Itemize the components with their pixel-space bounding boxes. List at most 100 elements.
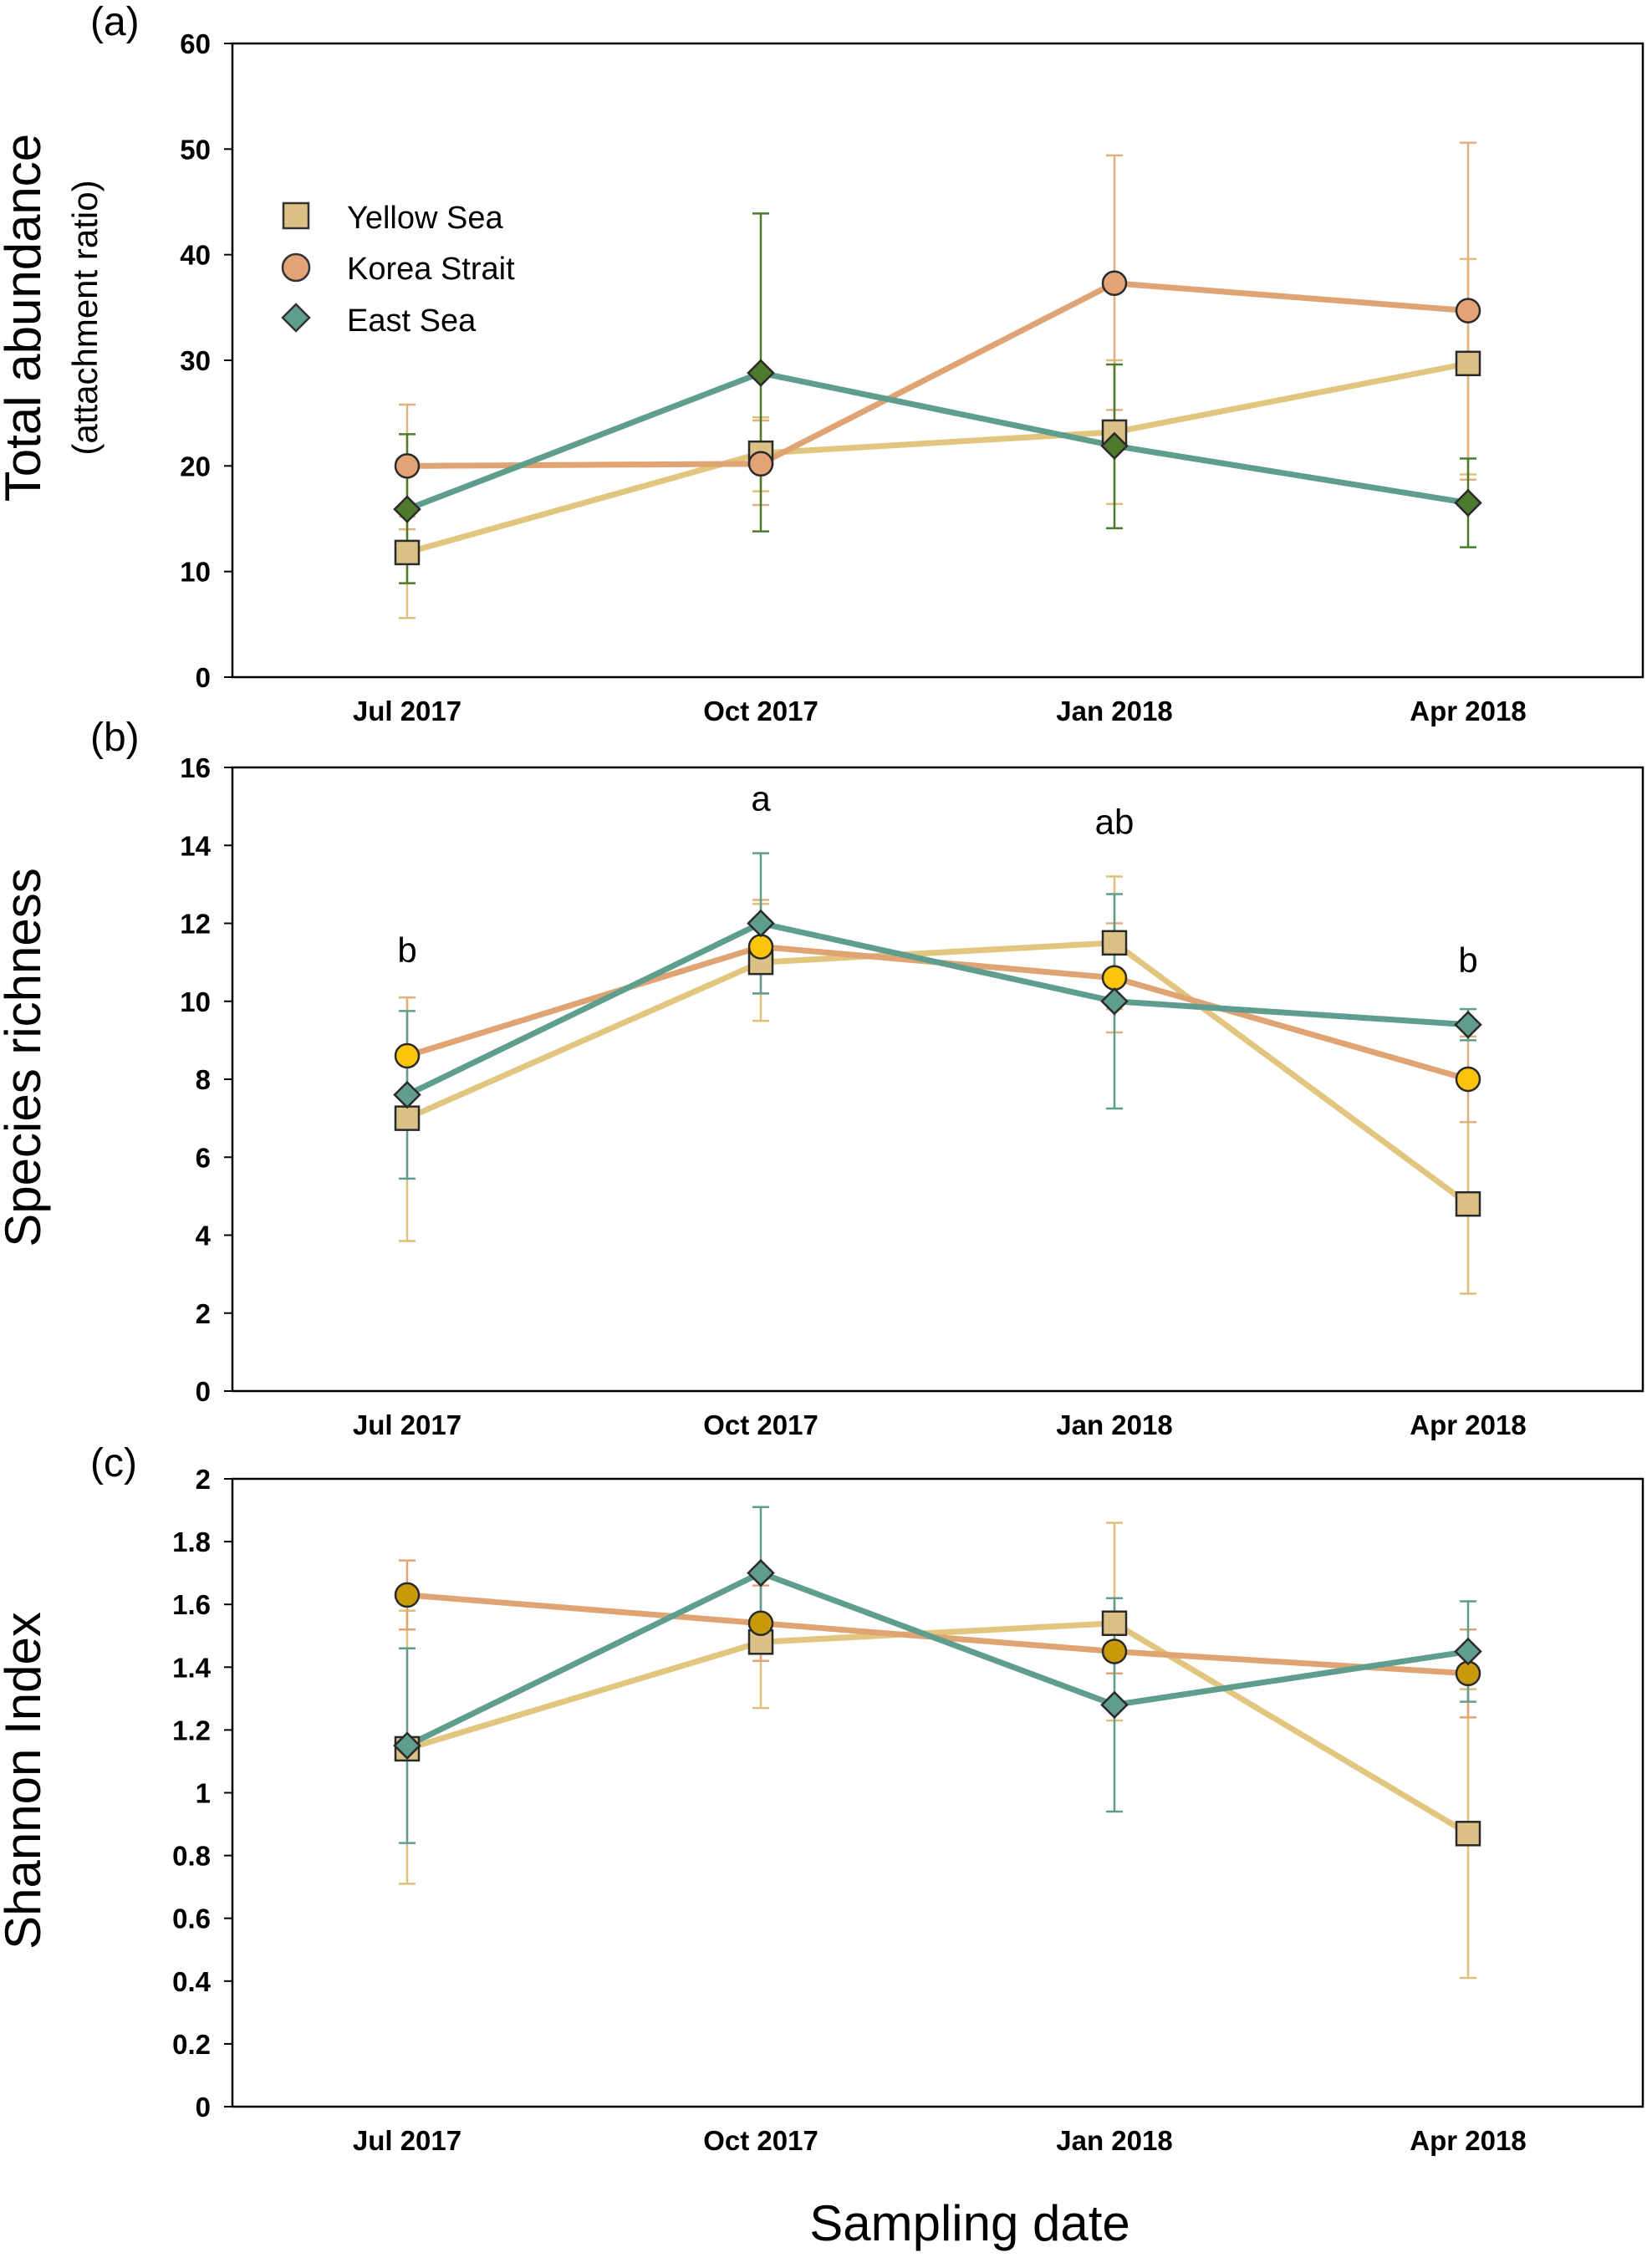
y-tick-label-40: 40 bbox=[180, 240, 211, 271]
data-point-east-sea bbox=[1100, 431, 1129, 461]
y-tick-label-1-2: 1.2 bbox=[172, 1715, 211, 1746]
significance-label: b bbox=[397, 930, 416, 970]
plot-frame bbox=[231, 1477, 1644, 2108]
data-point-east-sea bbox=[393, 1080, 421, 1109]
x-tick-label-jan-2018: Jan 2018 bbox=[1056, 696, 1172, 726]
x-tick-label-oct-2017: Oct 2017 bbox=[703, 696, 818, 726]
y-tick-label-0: 0 bbox=[196, 2092, 211, 2123]
plot-area: 0 10 20 30 40 50 60 Jul 2017 Oct 2017 Jan 2018 Apr… bbox=[180, 28, 1644, 726]
y-tick-label-12: 12 bbox=[180, 909, 211, 940]
y-tick-label-2: 2 bbox=[196, 1464, 211, 1495]
series-line-east-sea bbox=[404, 370, 1471, 512]
y-tick-label-0-4: 0.4 bbox=[172, 1966, 212, 1997]
data-point-yellow-sea bbox=[394, 1105, 421, 1131]
x-tick-label-jul-2017: Jul 2017 bbox=[353, 1409, 461, 1440]
y-tick-label-1: 1 bbox=[196, 1778, 211, 1809]
series-line-yellow-sea bbox=[404, 1620, 1471, 1837]
panel-b: (b) Species richness 0 2 4 6 8 10 12 14 16 Jul 20… bbox=[0, 716, 1644, 1440]
y-axis-sublabel: (attachment ratio) bbox=[65, 180, 105, 455]
legend-entry-east-sea: East Sea bbox=[347, 303, 477, 339]
y-tick-label-50: 50 bbox=[180, 134, 211, 165]
data-point-yellow-sea bbox=[1101, 930, 1128, 956]
y-tick-label-14: 14 bbox=[180, 830, 211, 861]
plot-frame bbox=[231, 42, 1644, 679]
panel-label: (c) bbox=[90, 1441, 137, 1486]
data-point-yellow-sea bbox=[394, 539, 421, 566]
data-point-korea-strait bbox=[747, 1610, 774, 1636]
y-tick-label-10: 10 bbox=[180, 986, 211, 1017]
significance-label: a bbox=[751, 778, 771, 818]
legend: Yellow Sea Korea Strait East Sea bbox=[281, 201, 515, 339]
data-point-east-sea bbox=[747, 359, 775, 387]
series-line-east-sea bbox=[404, 1570, 1471, 1749]
data-point-yellow-sea bbox=[1455, 350, 1481, 377]
series-line-yellow-sea bbox=[404, 360, 1471, 556]
data-point-yellow-sea bbox=[1455, 1821, 1481, 1847]
data-point-korea-strait bbox=[394, 453, 421, 479]
plot-area: 0 0.2 0.4 0.6 0.8 1 1.2 1.4 1.6 1.8 2 Jul 2017 Oct 2… bbox=[172, 1464, 1644, 2156]
panel-a: (a) Total abundance (attachment ratio) 0… bbox=[0, 0, 1644, 726]
y-tick-label-10: 10 bbox=[180, 557, 211, 588]
significance-label: ab bbox=[1095, 802, 1135, 841]
x-tick-label-jul-2017: Jul 2017 bbox=[353, 2125, 461, 2156]
data-point-korea-strait bbox=[747, 451, 774, 477]
data-point-east-sea bbox=[1454, 1637, 1482, 1666]
data-point-korea-strait bbox=[1455, 298, 1481, 324]
y-axis-label: Species richness bbox=[0, 868, 51, 1247]
legend-marker-korea-strait bbox=[281, 252, 311, 283]
error-bars-east-sea bbox=[399, 212, 1476, 584]
data-point-korea-strait bbox=[1101, 1639, 1128, 1664]
data-point-korea-strait bbox=[747, 934, 774, 960]
error-bars-yellow-sea bbox=[399, 875, 1476, 1295]
panel-label: (b) bbox=[90, 716, 140, 760]
y-tick-label-1-6: 1.6 bbox=[172, 1589, 211, 1620]
y-tick-label-60: 60 bbox=[180, 28, 211, 59]
y-tick-label-8: 8 bbox=[196, 1064, 211, 1095]
data-point-east-sea bbox=[1100, 986, 1129, 1016]
x-tick-label-jan-2018: Jan 2018 bbox=[1056, 2125, 1172, 2156]
y-tick-label-0: 0 bbox=[196, 662, 211, 693]
data-point-east-sea bbox=[1454, 488, 1482, 517]
x-tick-label-jan-2018: Jan 2018 bbox=[1056, 1409, 1172, 1440]
data-point-east-sea bbox=[747, 1558, 775, 1588]
data-point-korea-strait bbox=[1101, 270, 1128, 297]
legend-marker-east-sea bbox=[281, 303, 311, 333]
data-point-east-sea bbox=[1454, 1010, 1482, 1039]
series-line-east-sea bbox=[404, 920, 1471, 1098]
y-tick-label-0-6: 0.6 bbox=[172, 1904, 211, 1934]
data-point-east-sea bbox=[393, 495, 421, 523]
x-tick-label-jul-2017: Jul 2017 bbox=[353, 696, 461, 726]
error-bars-korea-strait bbox=[399, 141, 1476, 531]
data-point-east-sea bbox=[1100, 1690, 1129, 1720]
y-tick-label-1-4: 1.4 bbox=[172, 1652, 212, 1683]
y-axis-label: Shannon Index bbox=[0, 1612, 51, 1949]
legend-entry-yellow-sea: Yellow Sea bbox=[347, 201, 503, 236]
series-line-korea-strait bbox=[404, 280, 1471, 469]
plot-area: 0 2 4 6 8 10 12 14 16 Jul 2017 Oct 2017 Jan 2018 Apr… bbox=[180, 752, 1644, 1440]
data-point-korea-strait bbox=[1455, 1066, 1481, 1093]
y-tick-label-20: 20 bbox=[180, 451, 211, 482]
y-tick-label-0-2: 0.2 bbox=[172, 2029, 211, 2060]
y-tick-label-2: 2 bbox=[196, 1298, 211, 1329]
panel-label: (a) bbox=[90, 0, 140, 44]
series-line-yellow-sea bbox=[404, 940, 1471, 1207]
error-bars-yellow-sea bbox=[399, 1521, 1476, 1980]
data-point-east-sea bbox=[393, 1731, 421, 1760]
data-point-east-sea bbox=[747, 909, 775, 938]
y-tick-label-0-8: 0.8 bbox=[172, 1841, 211, 1872]
x-tick-label-apr-2018: Apr 2018 bbox=[1410, 1409, 1526, 1440]
data-point-yellow-sea bbox=[1101, 1610, 1128, 1636]
legend-entry-korea-strait: Korea Strait bbox=[347, 252, 515, 287]
error-bars-yellow-sea bbox=[399, 257, 1476, 619]
y-tick-label-1-8: 1.8 bbox=[172, 1526, 211, 1557]
x-axis-title: Sampling date bbox=[809, 2195, 1130, 2251]
significance-label: b bbox=[1458, 940, 1477, 980]
y-tick-label-16: 16 bbox=[180, 752, 211, 783]
legend-marker-yellow-sea bbox=[282, 201, 310, 230]
data-point-korea-strait bbox=[394, 1042, 421, 1069]
y-tick-label-0: 0 bbox=[196, 1376, 211, 1407]
panel-c: (c) Shannon Index 0 0.2 0.4 0.6 0.8 1 1.2 1.4 1.… bbox=[0, 1441, 1644, 2156]
x-tick-label-oct-2017: Oct 2017 bbox=[703, 2125, 818, 2156]
data-point-korea-strait bbox=[394, 1582, 421, 1608]
x-tick-label-oct-2017: Oct 2017 bbox=[703, 1409, 818, 1440]
